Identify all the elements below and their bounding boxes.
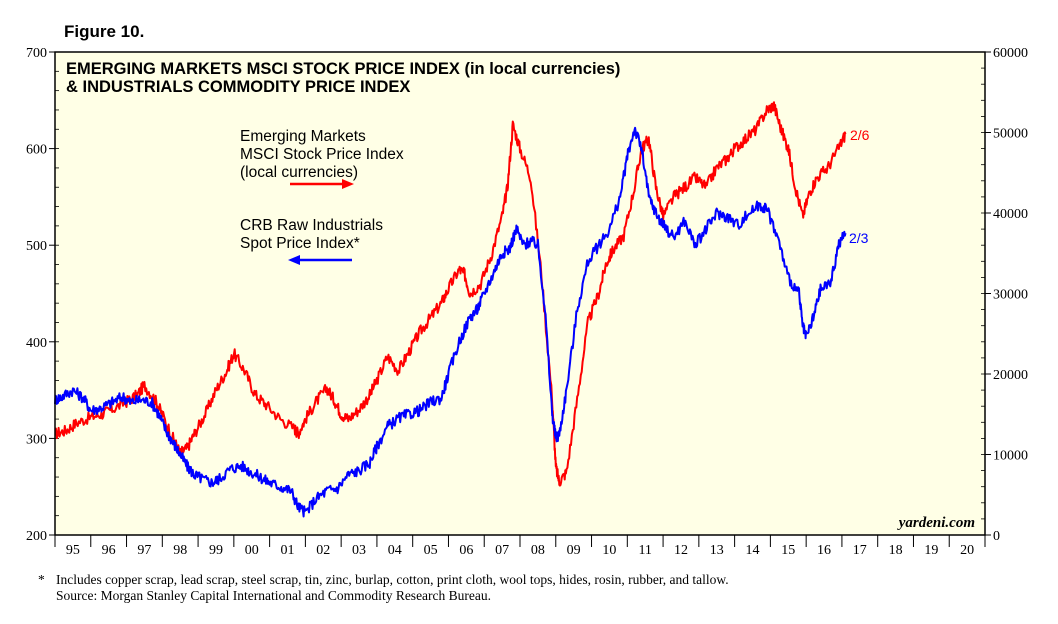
footnote-marker: * xyxy=(38,572,45,587)
stock-index-line xyxy=(54,101,847,487)
chart-title-line-2: & INDUSTRIALS COMMODITY PRICE INDEX xyxy=(66,78,410,96)
chart: 2003004005006007000100002000030000400005… xyxy=(26,46,1028,558)
footnote-text: Includes copper scrap, lead scrap, steel… xyxy=(56,572,729,587)
x-axis-tick-label: 01 xyxy=(281,543,295,558)
x-axis-tick-label: 15 xyxy=(781,543,795,558)
legend-stock-line-1: Emerging Markets xyxy=(240,128,366,145)
legend-crb-line-2: Spot Price Index* xyxy=(240,235,360,252)
left-axis-tick-label: 200 xyxy=(26,529,47,544)
watermark: yardeni.com xyxy=(897,515,975,531)
x-axis-tick-label: 18 xyxy=(889,543,903,558)
footnote-line-1: * Includes copper scrap, lead scrap, stee… xyxy=(38,572,729,588)
x-axis-tick-label: 04 xyxy=(388,543,402,558)
right-axis-tick-label: 60000 xyxy=(993,46,1028,61)
left-axis-tick-label: 500 xyxy=(26,239,47,254)
x-axis-tick-label: 99 xyxy=(209,543,223,558)
right-axis-tick-label: 30000 xyxy=(993,288,1028,303)
crb-end-label: 2/3 xyxy=(849,230,869,246)
x-axis-tick-label: 17 xyxy=(853,543,867,558)
x-axis-tick-label: 11 xyxy=(638,543,651,558)
left-axis-tick-label: 400 xyxy=(26,336,47,351)
x-axis-tick-label: 96 xyxy=(102,543,116,558)
left-axis-tick-label: 600 xyxy=(26,143,47,158)
x-axis-tick-label: 03 xyxy=(352,543,366,558)
x-axis-tick-label: 95 xyxy=(66,543,80,558)
legend-stock: Emerging Markets MSCI Stock Price Index … xyxy=(240,128,404,189)
x-axis-tick-label: 08 xyxy=(531,543,545,558)
x-axis-tick-label: 16 xyxy=(817,543,831,558)
x-axis-tick-label: 10 xyxy=(602,543,616,558)
legend-stock-line-2: MSCI Stock Price Index xyxy=(240,146,404,163)
plot-background xyxy=(55,52,985,535)
left-axis-tick-label: 300 xyxy=(26,432,47,447)
right-axis-tick-label: 20000 xyxy=(993,368,1028,383)
plot-frame xyxy=(54,51,986,536)
x-axis-tick-label: 09 xyxy=(567,543,581,558)
legend-stock-arrowhead-icon xyxy=(342,179,354,189)
figure-label: Figure 10. xyxy=(64,22,145,41)
right-axis-tick-label: 40000 xyxy=(993,207,1028,222)
right-axis-tick-label: 50000 xyxy=(993,127,1028,142)
x-axis-tick-label: 12 xyxy=(674,543,688,558)
x-axis-tick-label: 97 xyxy=(137,543,151,558)
left-axis-tick-label: 700 xyxy=(26,46,47,61)
crb-index-line xyxy=(54,126,847,518)
x-axis-tick-label: 00 xyxy=(245,543,259,558)
axes-layer: 2003004005006007000100002000030000400005… xyxy=(26,46,1028,558)
footnote: * Includes copper scrap, lead scrap, stee… xyxy=(38,572,729,604)
x-axis-tick-label: 19 xyxy=(924,543,938,558)
x-axis-tick-label: 07 xyxy=(495,543,509,558)
footnote-line-2: Source: Morgan Stanley Capital Internati… xyxy=(38,588,729,604)
x-axis-tick-label: 20 xyxy=(960,543,974,558)
legend-crb: CRB Raw Industrials Spot Price Index* xyxy=(240,217,383,265)
x-axis-tick-label: 98 xyxy=(173,543,187,558)
stock-end-label: 2/6 xyxy=(850,127,870,143)
x-axis-tick-label: 05 xyxy=(424,543,438,558)
right-axis-tick-label: 10000 xyxy=(993,449,1028,464)
legend-crb-arrowhead-icon xyxy=(288,255,300,265)
x-axis-tick-label: 14 xyxy=(746,543,760,558)
source-text: Source: Morgan Stanley Capital Internati… xyxy=(56,588,492,603)
series-layer xyxy=(54,101,847,518)
x-axis-tick-label: 06 xyxy=(459,543,473,558)
right-axis-tick-label: 0 xyxy=(993,529,1000,544)
legend-stock-line-3: (local currencies) xyxy=(240,164,358,181)
x-axis-tick-label: 13 xyxy=(710,543,724,558)
x-axis-tick-label: 02 xyxy=(316,543,330,558)
chart-title-line-1: EMERGING MARKETS MSCI STOCK PRICE INDEX … xyxy=(66,60,620,78)
legend-crb-line-1: CRB Raw Industrials xyxy=(240,217,383,234)
